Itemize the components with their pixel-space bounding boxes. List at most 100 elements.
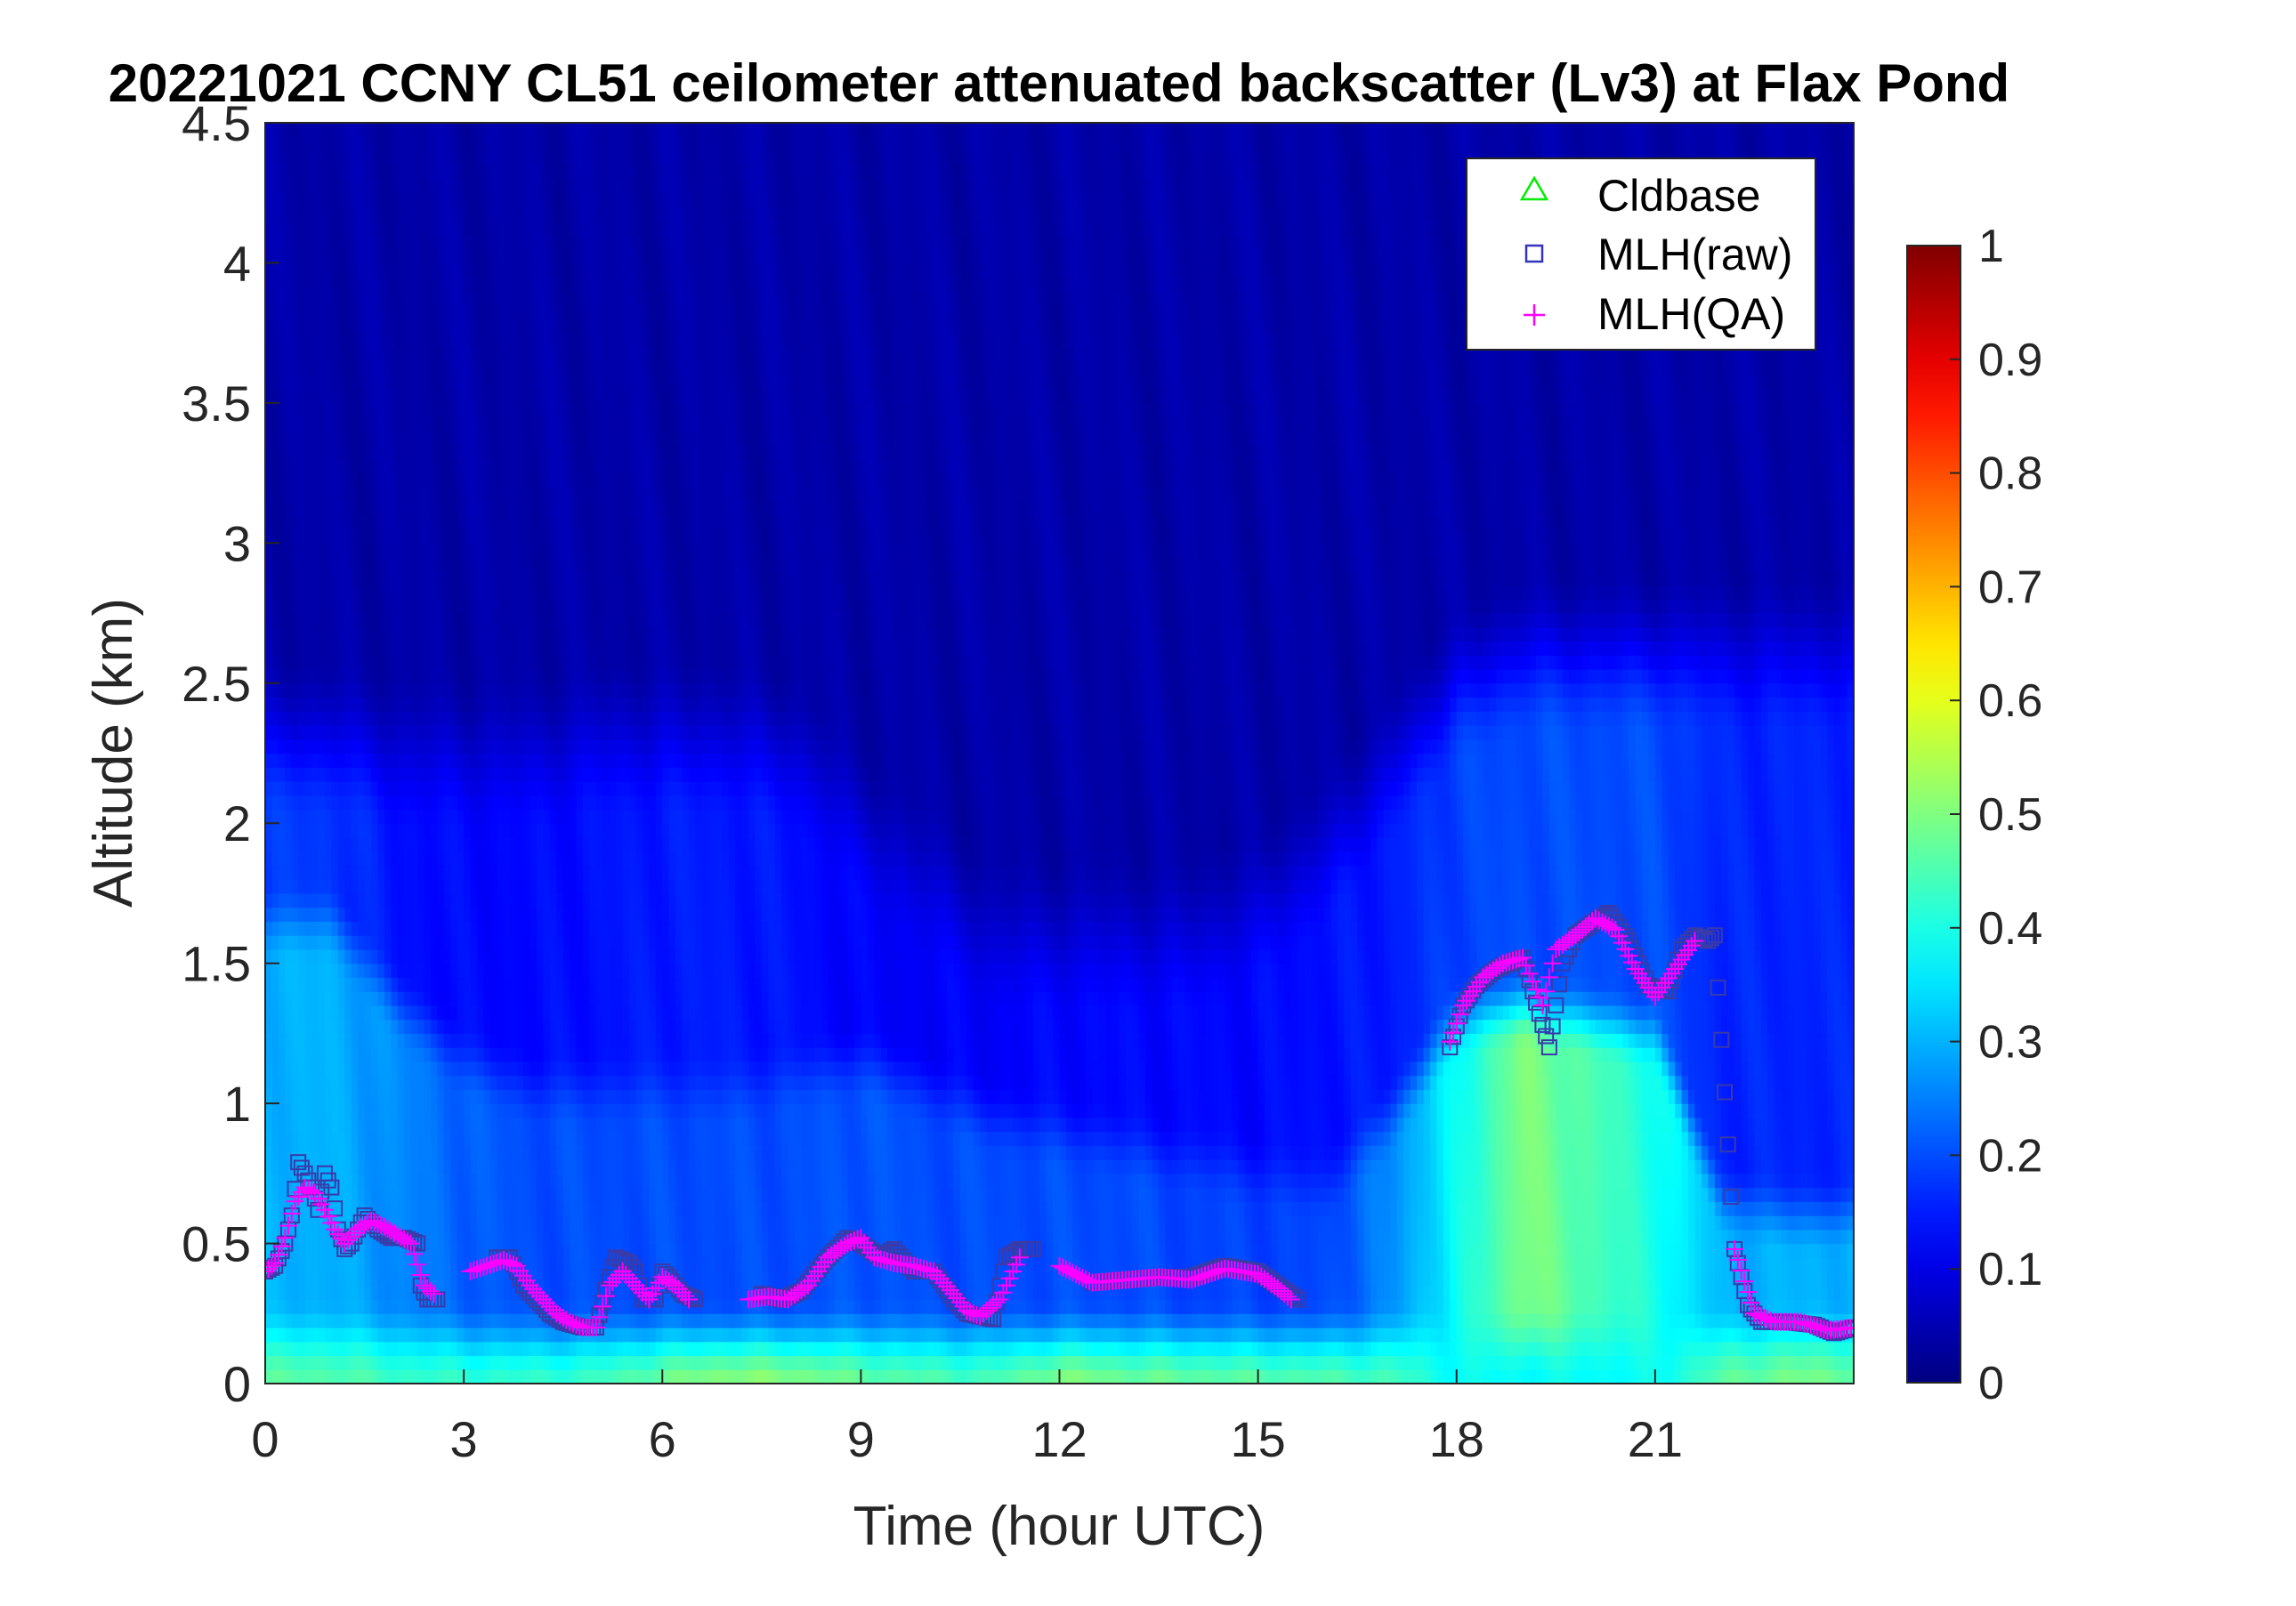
heatmap-cell — [556, 319, 564, 334]
heatmap-cell — [510, 780, 518, 796]
heatmap-cell — [397, 613, 405, 628]
heatmap-cell — [443, 963, 451, 979]
heatmap-cell — [609, 1173, 617, 1189]
heatmap-cell — [291, 1131, 299, 1146]
heatmap-cell — [364, 599, 372, 614]
heatmap-cell — [470, 1089, 478, 1104]
heatmap-cell — [556, 458, 564, 474]
heatmap-cell — [377, 669, 385, 684]
heatmap-cell — [424, 1005, 432, 1021]
heatmap-cell — [595, 543, 603, 558]
heatmap-cell — [318, 319, 326, 334]
heatmap-cell — [304, 1103, 312, 1118]
heatmap-cell — [337, 836, 345, 852]
heatmap-cell — [358, 150, 366, 165]
heatmap-cell — [291, 753, 299, 768]
heatmap-cell — [437, 1243, 445, 1258]
heatmap-cell — [576, 892, 584, 908]
heatmap-cell — [397, 262, 405, 278]
heatmap-cell — [391, 948, 399, 964]
heatmap-cell — [543, 991, 551, 1006]
heatmap-cell — [595, 935, 603, 950]
heatmap-cell — [324, 836, 332, 852]
heatmap-cell — [410, 1173, 418, 1189]
heatmap-cell — [278, 1145, 286, 1160]
heatmap-cell — [450, 823, 458, 838]
heatmap-cell — [410, 333, 418, 348]
heatmap-cell — [503, 136, 511, 152]
heatmap-cell — [351, 1145, 359, 1160]
heatmap-cell — [285, 1355, 293, 1370]
heatmap-cell — [331, 445, 339, 460]
heatmap-cell — [549, 458, 557, 474]
heatmap-cell — [576, 234, 584, 250]
heatmap-cell — [516, 1173, 524, 1189]
heatmap-cell — [358, 1299, 366, 1314]
heatmap-cell — [410, 1033, 418, 1048]
heatmap-cell — [304, 935, 312, 950]
heatmap-cell — [523, 1159, 531, 1174]
heatmap-cell — [457, 333, 465, 348]
heatmap-cell — [562, 641, 570, 656]
heatmap-cell — [503, 123, 511, 138]
heatmap-cell — [530, 1328, 538, 1343]
heatmap-cell — [510, 389, 518, 404]
heatmap-cell — [602, 1201, 610, 1216]
heatmap-cell — [391, 753, 399, 768]
heatmap-cell — [516, 1313, 524, 1328]
heatmap-cell — [536, 682, 544, 698]
heatmap-cell — [384, 1355, 392, 1370]
heatmap-cell — [304, 501, 312, 516]
heatmap-cell — [285, 1173, 293, 1189]
heatmap-cell — [530, 234, 538, 250]
heatmap-cell — [391, 1285, 399, 1301]
heatmap-cell — [344, 991, 352, 1006]
heatmap-cell — [543, 977, 551, 992]
heatmap-cell — [457, 557, 465, 572]
heatmap-cell — [285, 1075, 293, 1090]
heatmap-cell — [404, 921, 412, 936]
heatmap-cell — [583, 206, 591, 222]
heatmap-cell — [344, 1075, 352, 1090]
heatmap-cell — [616, 290, 624, 306]
heatmap-cell — [503, 851, 511, 867]
heatmap-cell — [602, 487, 610, 502]
heatmap-cell — [397, 360, 405, 375]
heatmap-cell — [549, 753, 557, 768]
heatmap-cell — [562, 1229, 570, 1245]
heatmap-cell — [265, 277, 273, 292]
heatmap-cell — [278, 416, 286, 432]
heatmap-cell — [318, 431, 326, 446]
heatmap-cell — [364, 1299, 372, 1314]
heatmap-cell — [477, 501, 485, 516]
heatmap-cell — [622, 262, 630, 278]
heatmap-cell — [291, 529, 299, 544]
heatmap-cell — [483, 892, 491, 908]
heatmap-cell — [291, 319, 299, 334]
heatmap-cell — [318, 1103, 326, 1118]
heatmap-cell — [609, 1089, 617, 1104]
heatmap-cell — [497, 879, 505, 894]
heatmap-cell — [530, 585, 538, 600]
heatmap-cell — [298, 585, 306, 600]
heatmap-cell — [324, 907, 332, 923]
heatmap-cell — [291, 472, 299, 488]
heatmap-cell — [477, 1215, 485, 1231]
heatmap-cell — [503, 1047, 511, 1062]
heatmap-cell — [583, 1131, 591, 1146]
heatmap-cell — [602, 711, 610, 726]
heatmap-cell — [589, 1159, 597, 1174]
heatmap-cell — [404, 991, 412, 1006]
heatmap-cell — [543, 136, 551, 152]
heatmap-cell — [437, 599, 445, 614]
heatmap-cell — [271, 501, 279, 516]
heatmap-cell — [391, 375, 399, 390]
heatmap-cell — [331, 248, 339, 264]
heatmap-cell — [437, 753, 445, 768]
heatmap-cell — [331, 416, 339, 432]
heatmap-cell — [450, 529, 458, 544]
heatmap-cell — [298, 879, 306, 894]
heatmap-cell — [337, 431, 345, 446]
heatmap-cell — [549, 963, 557, 979]
heatmap-cell — [457, 472, 465, 488]
